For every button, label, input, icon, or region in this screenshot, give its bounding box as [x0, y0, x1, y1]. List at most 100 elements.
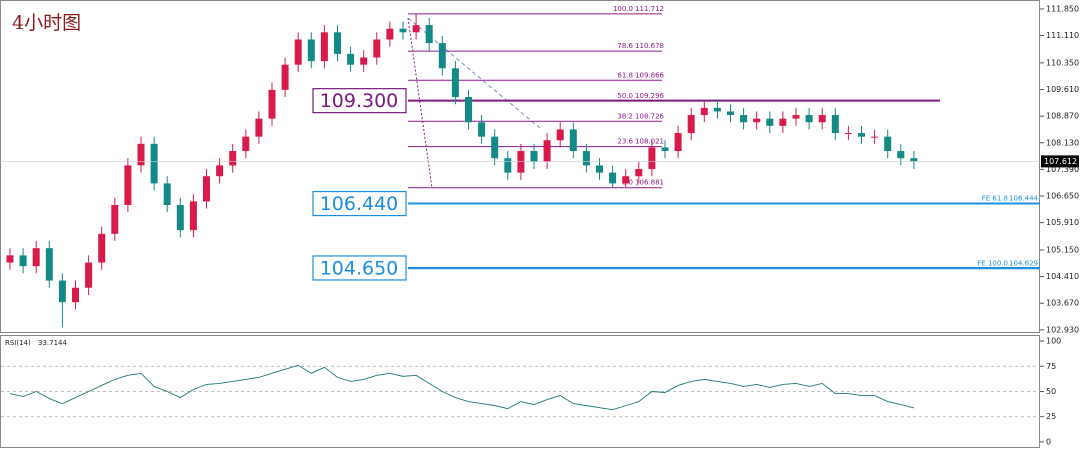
- candle-body: [818, 115, 826, 123]
- candle-body: [622, 176, 630, 184]
- chart-title: 4小时图: [12, 12, 81, 34]
- fib-price: 108.021: [635, 138, 664, 146]
- candle-body: [189, 201, 197, 231]
- fib-price: 108.726: [635, 112, 664, 120]
- candle-body: [163, 183, 171, 205]
- fib-price: 109.296: [635, 92, 664, 100]
- candle-body: [438, 43, 446, 69]
- candle-body: [137, 143, 145, 166]
- candle-body: [648, 147, 656, 170]
- candle-body: [111, 204, 119, 234]
- candle-body: [805, 115, 813, 123]
- y-tick-label: 107.390: [1046, 165, 1079, 174]
- candle-body: [897, 151, 905, 159]
- candle-body: [124, 165, 132, 205]
- y-tick-label: 110.350: [1046, 58, 1079, 67]
- candle-body: [373, 39, 381, 58]
- fib-price: 106.881: [635, 179, 664, 187]
- y-tick-label: 108.130: [1046, 138, 1079, 147]
- candle-body: [203, 176, 210, 202]
- candle-body: [425, 25, 433, 44]
- fib-ratio: 50.0: [617, 92, 633, 100]
- fib-ratio: 100.0: [613, 5, 633, 13]
- candle-body: [753, 118, 761, 123]
- candle-body: [674, 133, 682, 152]
- fe-price: 106.444: [1009, 194, 1038, 202]
- candle-body: [569, 129, 577, 152]
- y-tick-label: 111.850: [1046, 4, 1079, 13]
- candle-body: [85, 262, 93, 288]
- candle-body: [844, 133, 852, 135]
- rsi-y-tick-label: 75: [1046, 362, 1056, 371]
- candle-body: [386, 28, 394, 40]
- y-tick-label: 102.930: [1046, 325, 1079, 334]
- fib-price: 109.866: [635, 71, 664, 79]
- candle-body: [320, 32, 328, 62]
- candle-body: [281, 64, 289, 90]
- candle-body: [871, 136, 879, 138]
- current-price-box: [1041, 155, 1079, 168]
- rsi-y-tick-label: 100: [1046, 337, 1061, 346]
- candle-body: [294, 39, 302, 65]
- current-price-label: 107.612: [1044, 157, 1077, 166]
- key-level-box: [312, 190, 407, 217]
- fib-ratio: 23.6: [617, 138, 633, 146]
- candle-body: [399, 28, 407, 33]
- candle-body: [609, 172, 617, 184]
- candle-body: [713, 107, 721, 112]
- candle-body: [504, 158, 512, 173]
- candle-body: [242, 136, 250, 152]
- fib-price: 111.712: [635, 5, 664, 13]
- fib-ratio: 38.2: [617, 112, 633, 120]
- rsi-line: [9, 364, 915, 411]
- candle-body: [268, 89, 276, 119]
- y-tick-label: 109.610: [1046, 85, 1079, 94]
- y-tick-label: 105.910: [1046, 218, 1079, 227]
- candle-body: [360, 57, 368, 65]
- candle-body: [779, 118, 787, 126]
- candle-body: [229, 151, 237, 166]
- candle-body: [792, 115, 800, 119]
- rsi-y-tick-label: 0: [1046, 437, 1051, 446]
- candle-body: [58, 280, 66, 303]
- candle-body: [858, 133, 865, 137]
- candle-body: [687, 115, 695, 134]
- key-level-label: 104.650: [320, 257, 399, 279]
- y-tick-label: 105.150: [1046, 245, 1079, 254]
- fib-price: 110.678: [635, 42, 664, 50]
- key-level-label: 106.440: [320, 193, 399, 215]
- key-level-label: 109.300: [320, 90, 399, 112]
- candle-body: [465, 97, 472, 123]
- candle-body: [32, 248, 40, 267]
- fe-price: 104.629: [1009, 260, 1038, 268]
- candle-body: [530, 151, 538, 162]
- candle-body: [412, 25, 420, 33]
- candle-body: [700, 107, 708, 116]
- candle-body: [307, 39, 315, 62]
- candle-body: [517, 151, 525, 173]
- candle-body: [72, 287, 79, 303]
- y-tick-label: 103.670: [1046, 299, 1079, 308]
- candle-body: [478, 122, 486, 137]
- candle-body: [334, 32, 341, 54]
- rsi-label: RSI(14): [5, 339, 31, 347]
- candle-body: [451, 68, 459, 98]
- y-tick-label: 106.650: [1046, 192, 1079, 201]
- y-tick-label: 108.870: [1046, 112, 1079, 121]
- candle-body: [19, 255, 27, 267]
- candle-body: [347, 53, 355, 65]
- price-frame: [0, 0, 1040, 333]
- candle-body: [582, 151, 590, 166]
- candle-body: [831, 115, 839, 134]
- candle-body: [98, 233, 106, 263]
- candle-body: [6, 255, 14, 263]
- candle-body: [255, 118, 263, 137]
- key-level-box: [312, 255, 407, 281]
- y-tick-label: 111.110: [1046, 31, 1079, 40]
- candle-body: [910, 158, 918, 162]
- fib-ratio: 61.8: [617, 71, 633, 79]
- candle-body: [740, 115, 748, 123]
- fib-trend-line: [407, 17, 433, 189]
- candle-body: [176, 204, 184, 231]
